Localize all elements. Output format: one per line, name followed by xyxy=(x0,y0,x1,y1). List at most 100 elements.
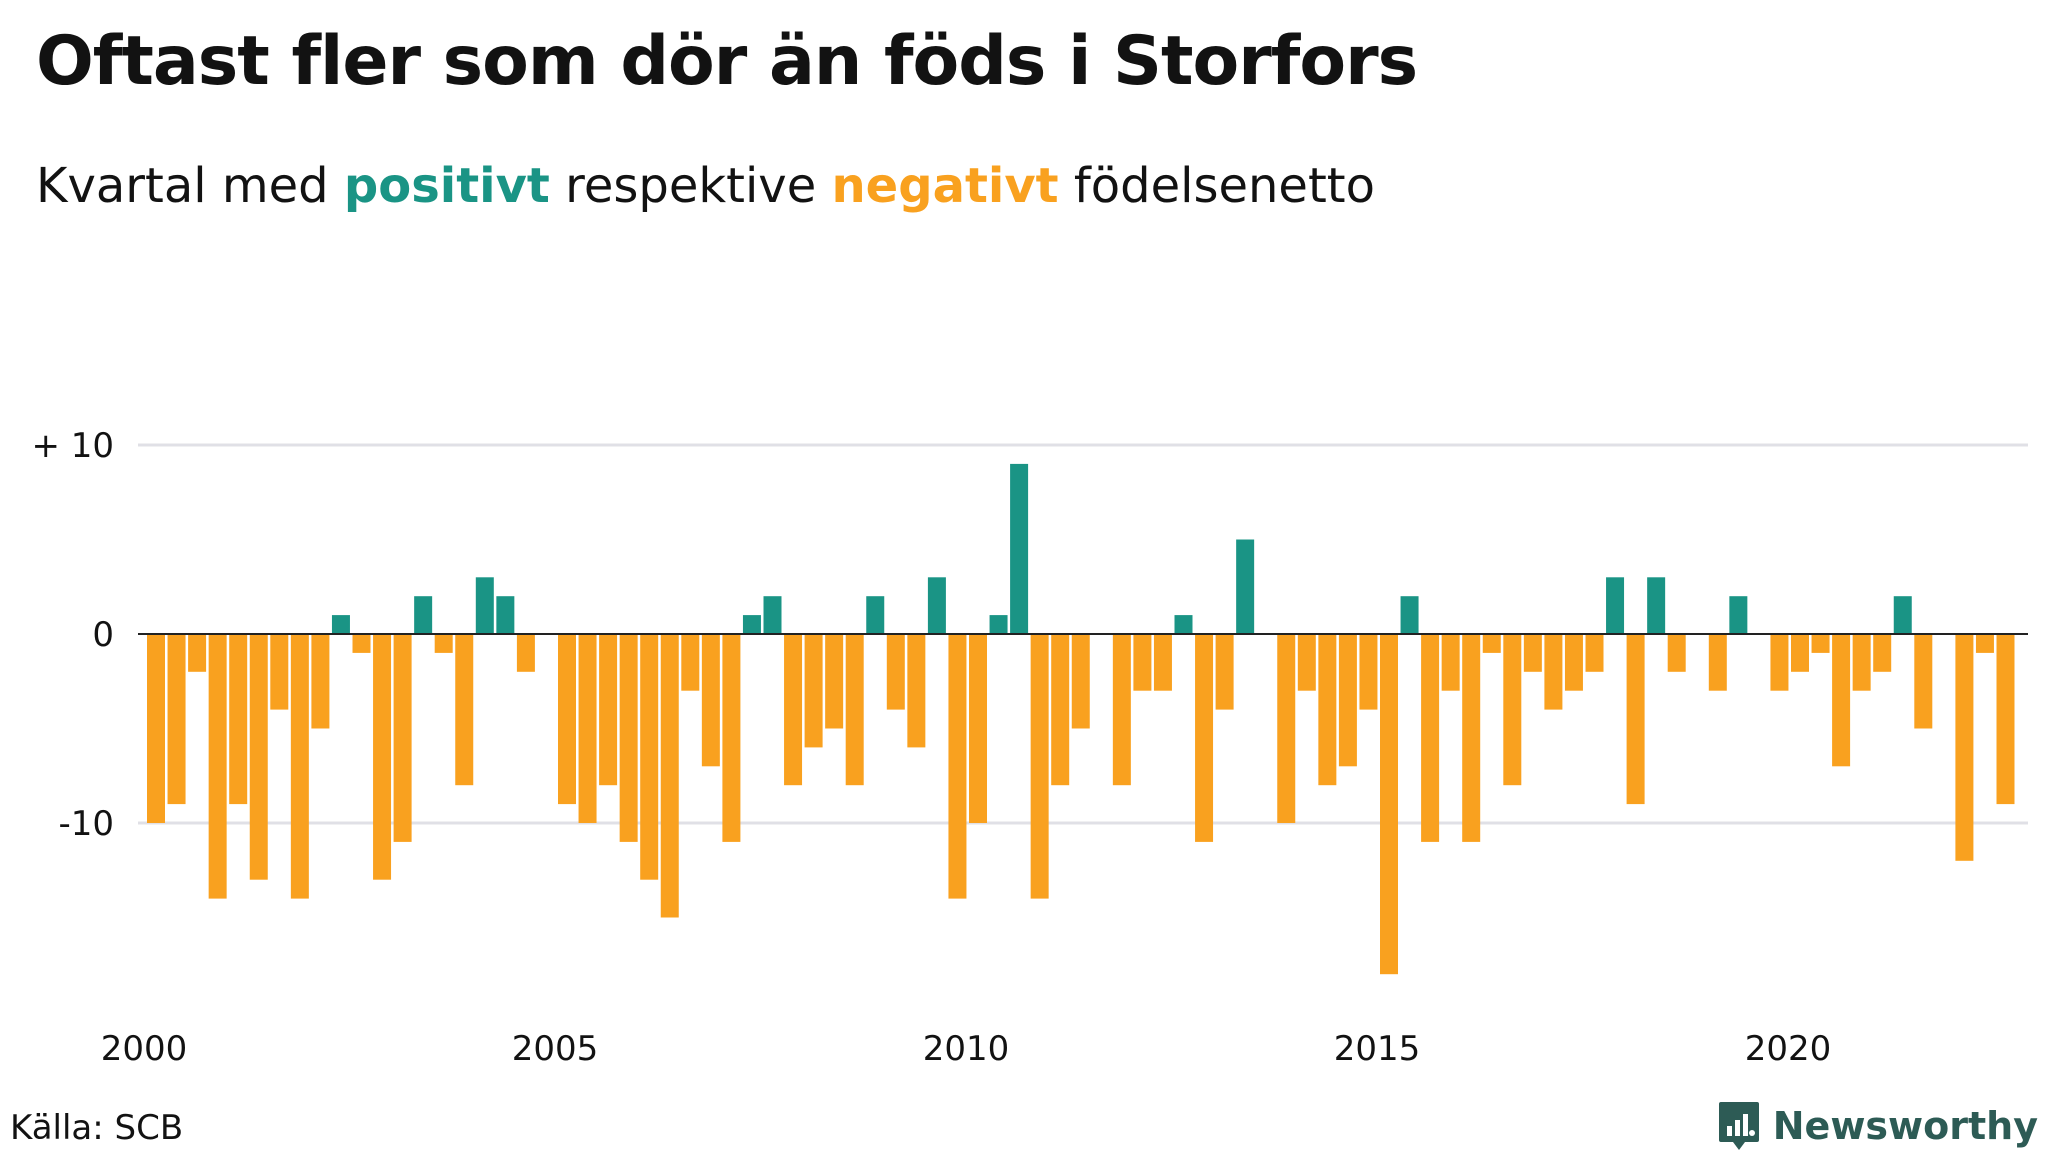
positive-bar xyxy=(866,596,885,634)
negative-bar xyxy=(845,634,864,786)
negative-bar xyxy=(1338,634,1357,767)
negative-bar xyxy=(825,634,844,729)
negative-bar xyxy=(1215,634,1234,710)
negative-bar xyxy=(516,634,535,672)
negative-bar xyxy=(167,634,186,805)
negative-bar xyxy=(393,634,412,842)
negative-bar xyxy=(208,634,227,899)
chart-title: Oftast fler som dör än föds i Storfors xyxy=(36,22,1418,101)
subtitle-positive-word: positivt xyxy=(343,158,550,214)
negative-bar xyxy=(1112,634,1131,786)
negative-bar xyxy=(784,634,803,786)
subtitle-negative-word: negativt xyxy=(831,158,1059,214)
negative-bar xyxy=(1544,634,1563,710)
subtitle-prefix: Kvartal med xyxy=(36,158,344,214)
negative-bar xyxy=(1873,634,1892,672)
negative-bar xyxy=(1955,634,1974,861)
negative-bar xyxy=(907,634,926,748)
negative-bar xyxy=(455,634,474,786)
negative-bar xyxy=(660,634,679,918)
negative-bar xyxy=(249,634,268,880)
positive-bar xyxy=(1236,539,1255,634)
positive-bar xyxy=(331,615,350,634)
negative-bar xyxy=(1441,634,1460,691)
brand-logo: Newsworthy xyxy=(1717,1100,2038,1152)
negative-bar xyxy=(701,634,720,767)
positive-bar xyxy=(496,596,515,634)
negative-bar xyxy=(1975,634,1994,653)
positive-bar xyxy=(1174,615,1193,634)
negative-bar xyxy=(229,634,248,805)
positive-bar xyxy=(1606,577,1625,634)
x-tick-label: 2015 xyxy=(1334,1029,1421,1069)
subtitle-middle: respektive xyxy=(549,158,832,214)
y-tick-label: 0 xyxy=(92,615,114,655)
negative-bar xyxy=(1277,634,1296,823)
positive-bar xyxy=(927,577,946,634)
negative-bar xyxy=(1564,634,1583,691)
negative-bar xyxy=(599,634,618,786)
negative-bar xyxy=(1523,634,1542,672)
negative-bar xyxy=(1318,634,1337,786)
negative-bar xyxy=(1030,634,1049,899)
negative-bar xyxy=(1462,634,1481,842)
positive-bar xyxy=(1400,596,1419,634)
negative-bar xyxy=(1585,634,1604,672)
source-note: Källa: SCB xyxy=(10,1108,184,1148)
negative-bar xyxy=(352,634,371,653)
negative-bar xyxy=(1996,634,2015,805)
negative-bar xyxy=(1852,634,1871,691)
negative-bar xyxy=(804,634,823,748)
negative-bar xyxy=(1482,634,1501,653)
positive-bar xyxy=(763,596,782,634)
negative-bar xyxy=(290,634,309,899)
brand-name: Newsworthy xyxy=(1772,1104,2038,1148)
positive-bar xyxy=(742,615,761,634)
negative-bar xyxy=(1297,634,1316,691)
negative-bar xyxy=(558,634,576,805)
x-tick-label: 2010 xyxy=(923,1029,1010,1069)
x-tick-label: 2000 xyxy=(101,1029,188,1069)
negative-bar xyxy=(373,634,392,880)
y-tick-label: -10 xyxy=(58,804,114,844)
negative-bar xyxy=(1195,634,1214,842)
positive-bar xyxy=(1729,596,1748,634)
x-tick-label: 2020 xyxy=(1745,1029,1832,1069)
newsworthy-logo-icon xyxy=(1718,1102,1759,1150)
negative-bar xyxy=(722,634,741,842)
negative-bar xyxy=(1380,634,1398,975)
x-tick-label: 2005 xyxy=(512,1029,599,1069)
positive-bar xyxy=(414,596,433,634)
negative-bar xyxy=(1421,634,1440,842)
negative-bar xyxy=(311,634,330,729)
negative-bar xyxy=(948,634,967,899)
negative-bar xyxy=(969,634,987,823)
negative-bar xyxy=(1071,634,1090,729)
negative-bar xyxy=(434,634,453,653)
positive-bar xyxy=(475,577,494,634)
negative-bar xyxy=(1791,634,1809,672)
negative-bar xyxy=(681,634,700,691)
negative-bar xyxy=(1626,634,1645,805)
negative-bar xyxy=(1153,634,1172,691)
negative-bar xyxy=(640,634,659,880)
positive-bar xyxy=(1893,596,1912,634)
subtitle-suffix: födelsenetto xyxy=(1058,158,1375,214)
positive-bar xyxy=(1647,577,1666,634)
negative-bar xyxy=(619,634,638,842)
negative-bar xyxy=(1359,634,1378,710)
negative-bar xyxy=(147,634,165,823)
positive-bar xyxy=(1010,463,1029,634)
negative-bar xyxy=(1503,634,1522,786)
negative-bar xyxy=(1832,634,1851,767)
chart-subtitle: Kvartal med positivt respektive negativt… xyxy=(36,158,1375,214)
negative-bar xyxy=(1770,634,1789,691)
negative-bar xyxy=(270,634,289,710)
negative-bar xyxy=(1051,634,1070,786)
y-tick-label: + 10 xyxy=(31,426,114,466)
positive-bar xyxy=(989,615,1008,634)
negative-bar xyxy=(578,634,597,823)
negative-bar xyxy=(1708,634,1727,691)
